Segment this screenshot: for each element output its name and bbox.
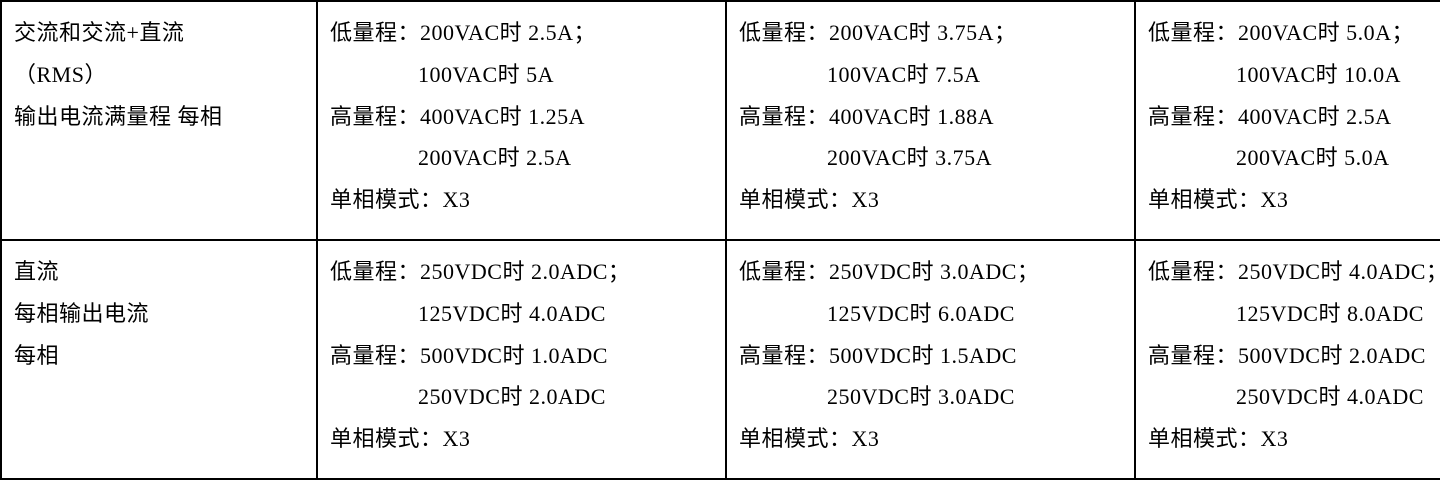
spec-line-low2: 125VDC时 4.0ADC: [330, 293, 713, 335]
label-line: 每相输出电流: [14, 293, 304, 335]
spec-line-high1: 高量程：500VDC时 2.0ADC: [1148, 335, 1440, 377]
row-label-cell: 直流 每相输出电流 每相: [1, 240, 317, 479]
spec-line-high2: 200VAC时 3.75A: [739, 137, 1122, 179]
spec-line-low2: 100VAC时 7.5A: [739, 54, 1122, 96]
table-row: 交流和交流+直流 （RMS） 输出电流满量程 每相 低量程：200VAC时 2.…: [1, 1, 1440, 240]
label-line: 输出电流满量程 每相: [14, 96, 304, 138]
spec-line-mode: 单相模式：X3: [739, 418, 1122, 460]
spec-line-low1: 低量程：250VDC时 3.0ADC；: [739, 251, 1122, 293]
spec-line-mode: 单相模式：X3: [1148, 418, 1440, 460]
spec-line-low2: 100VAC时 10.0A: [1148, 54, 1440, 96]
label-line: 交流和交流+直流: [14, 12, 304, 54]
label-line: 直流: [14, 251, 304, 293]
data-cell: 低量程：250VDC时 3.0ADC； 125VDC时 6.0ADC 高量程：5…: [726, 240, 1135, 479]
spec-table: 交流和交流+直流 （RMS） 输出电流满量程 每相 低量程：200VAC时 2.…: [0, 0, 1440, 480]
spec-line-high2: 250VDC时 3.0ADC: [739, 376, 1122, 418]
spec-line-low1: 低量程：250VDC时 4.0ADC；: [1148, 251, 1440, 293]
row-label-cell: 交流和交流+直流 （RMS） 输出电流满量程 每相: [1, 1, 317, 240]
table-row: 直流 每相输出电流 每相 低量程：250VDC时 2.0ADC； 125VDC时…: [1, 240, 1440, 479]
spec-line-high1: 高量程：400VAC时 1.88A: [739, 96, 1122, 138]
spec-line-high1: 高量程：500VDC时 1.0ADC: [330, 335, 713, 377]
spec-line-mode: 单相模式：X3: [330, 179, 713, 221]
spec-line-mode: 单相模式：X3: [1148, 179, 1440, 221]
data-cell: 低量程：250VDC时 4.0ADC； 125VDC时 8.0ADC 高量程：5…: [1135, 240, 1440, 479]
spec-line-low2: 100VAC时 5A: [330, 54, 713, 96]
spec-line-low1: 低量程：200VAC时 5.0A；: [1148, 12, 1440, 54]
spec-line-low1: 低量程：250VDC时 2.0ADC；: [330, 251, 713, 293]
spec-line-high2: 200VAC时 5.0A: [1148, 137, 1440, 179]
label-line: （RMS）: [14, 54, 304, 96]
spec-line-low2: 125VDC时 6.0ADC: [739, 293, 1122, 335]
label-line: 每相: [14, 335, 304, 377]
data-cell: 低量程：200VAC时 5.0A； 100VAC时 10.0A 高量程：400V…: [1135, 1, 1440, 240]
data-cell: 低量程：200VAC时 2.5A； 100VAC时 5A 高量程：400VAC时…: [317, 1, 726, 240]
spec-line-high1: 高量程：400VAC时 1.25A: [330, 96, 713, 138]
spec-line-mode: 单相模式：X3: [330, 418, 713, 460]
spec-line-high2: 200VAC时 2.5A: [330, 137, 713, 179]
spec-line-low1: 低量程：200VAC时 2.5A；: [330, 12, 713, 54]
spec-line-high2: 250VDC时 4.0ADC: [1148, 376, 1440, 418]
data-cell: 低量程：250VDC时 2.0ADC； 125VDC时 4.0ADC 高量程：5…: [317, 240, 726, 479]
spec-line-high1: 高量程：400VAC时 2.5A: [1148, 96, 1440, 138]
spec-line-low2: 125VDC时 8.0ADC: [1148, 293, 1440, 335]
spec-line-low1: 低量程：200VAC时 3.75A；: [739, 12, 1122, 54]
data-cell: 低量程：200VAC时 3.75A； 100VAC时 7.5A 高量程：400V…: [726, 1, 1135, 240]
spec-line-high1: 高量程：500VDC时 1.5ADC: [739, 335, 1122, 377]
spec-line-high2: 250VDC时 2.0ADC: [330, 376, 713, 418]
spec-line-mode: 单相模式：X3: [739, 179, 1122, 221]
